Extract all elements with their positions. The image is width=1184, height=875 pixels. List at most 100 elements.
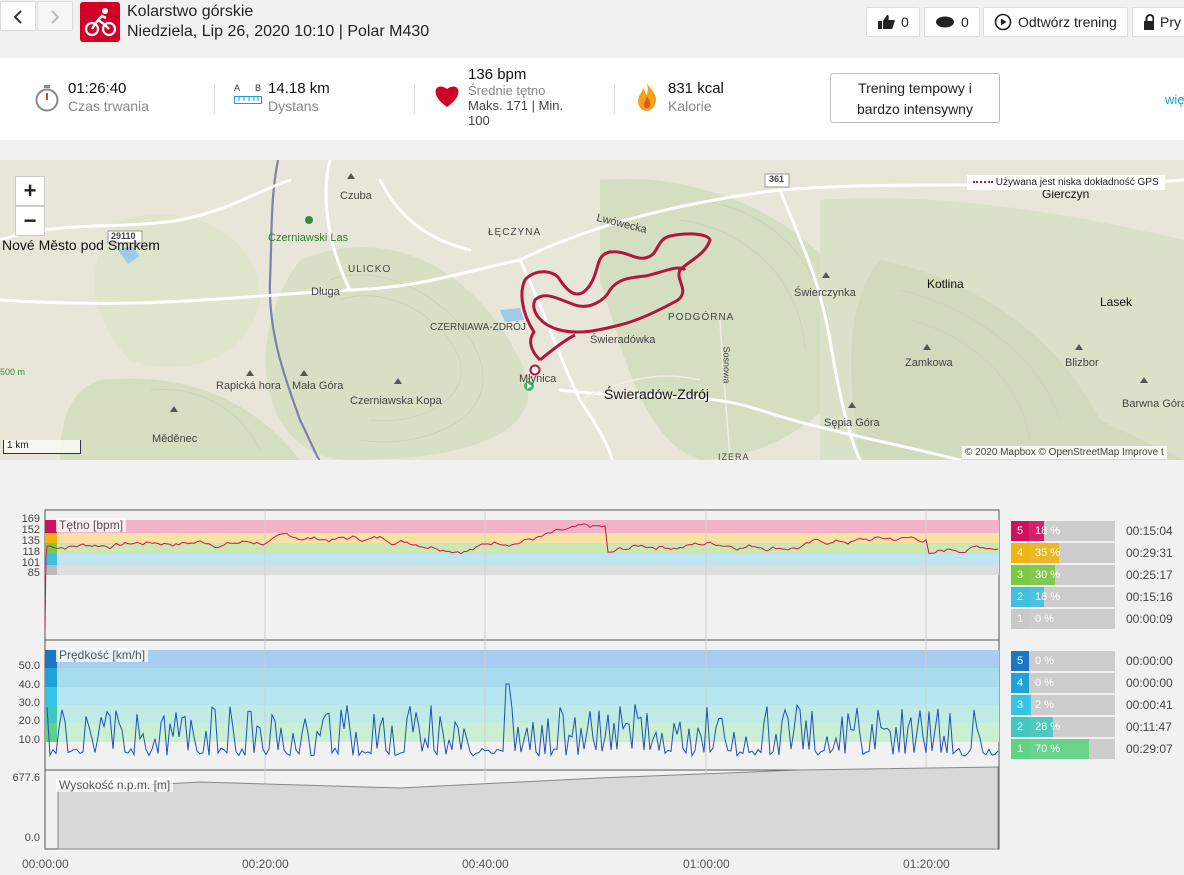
map-label-podgorna: PODGÓRNA — [668, 312, 735, 323]
heart-rate-maxmin: Maks. 171 | Min. — [468, 98, 564, 113]
thumbs-up-icon — [878, 15, 895, 29]
map-label-barwna-gora: Barwna Góra — [1122, 398, 1184, 410]
privacy-label: Pry — [1160, 14, 1181, 30]
zone-number: 4 — [1011, 543, 1029, 563]
speed-tick: 40.0 — [18, 679, 40, 691]
speed-zone-band — [45, 668, 999, 687]
map-label-kotlina: Kotlina — [927, 277, 964, 291]
heart-rate-label: Średnie tętno — [468, 83, 546, 98]
map-label-ulicko: ULICKO — [348, 264, 392, 275]
more-link[interactable]: wię — [1165, 92, 1184, 107]
gps-accuracy-label: Używana jest niska dokładność GPS — [995, 177, 1159, 188]
sport-title: Kolarstwo górskie — [127, 3, 254, 20]
zone-number: 1 — [1011, 609, 1029, 629]
zone-percent: 0 % — [1035, 613, 1054, 625]
back-button[interactable] — [0, 1, 36, 31]
replay-training-button[interactable]: Odtwórz trening — [983, 7, 1128, 37]
zone-number: 4 — [1011, 673, 1029, 693]
heart-rate-tick: 135 — [21, 535, 40, 547]
map-attribution[interactable]: © 2020 Mapbox © OpenStreetMap Improve t — [962, 446, 1167, 459]
like-button[interactable]: 0 — [866, 7, 920, 37]
zone-time: 00:29:31 — [1126, 546, 1173, 560]
altitude-chart-label: Wysokość n.p.m. [m] — [56, 778, 174, 792]
map-label-swieradowka: Świeradówka — [590, 334, 656, 346]
zone-bar: 1 70 % — [1011, 739, 1115, 759]
zone-percent: 18 % — [1035, 525, 1061, 537]
speed-chart-label: Prędkość [km/h] — [56, 648, 149, 662]
distance-label: Dystans — [268, 98, 319, 114]
hr-zone-swatch — [45, 554, 57, 565]
map-label-nove-mesto: Nové Město pod Smrkem — [2, 237, 160, 253]
divider — [214, 84, 215, 114]
map-label-blizbor: Blizbor — [1065, 357, 1099, 369]
stopwatch-icon — [35, 85, 59, 112]
training-benefit-button[interactable]: Trening tempowy i bardzo intensywny — [830, 73, 1000, 123]
speed-zone-band — [45, 723, 999, 742]
map-label-czerniawa: CZERNIAWA-ZDRÓJ — [430, 322, 526, 333]
session-subtitle: Niedziela, Lip 26, 2020 10:10 | Polar M4… — [127, 23, 430, 40]
zone-time: 00:00:00 — [1126, 676, 1173, 690]
heart-rate-tick: 118 — [22, 546, 40, 558]
chevron-right-icon — [51, 10, 60, 24]
speed-tick: 20.0 — [18, 715, 40, 727]
map-canvas — [0, 160, 1184, 460]
map-label-mala-gora: Mała Góra — [292, 380, 344, 392]
comments-count: 0 — [961, 14, 969, 30]
hr-zone-band — [45, 543, 999, 554]
zone-percent: 30 % — [1035, 569, 1061, 581]
altitude-tick: 0.0 — [24, 832, 40, 844]
cycling-icon — [80, 2, 120, 42]
flame-icon — [638, 83, 657, 111]
dotted-line-icon — [973, 181, 993, 184]
zone-bar: 5 18 % — [1011, 521, 1115, 541]
speed-zone-band — [45, 687, 999, 705]
map-scale: 1 km — [3, 440, 81, 454]
zone-bar: 3 2 % — [1011, 695, 1115, 715]
zone-number: 3 — [1011, 695, 1029, 715]
hr-zone-swatch — [45, 520, 57, 533]
map-label-swieradow: Świeradów-Zdrój — [604, 386, 710, 402]
map-label-rapicka: Rapická hora — [216, 380, 281, 392]
zone-percent: 28 % — [1035, 721, 1061, 733]
speed-zone-band — [45, 705, 999, 723]
time-tick: 00:40:00 — [462, 857, 509, 871]
lock-icon — [1144, 14, 1154, 30]
zone-percent: 35 % — [1035, 547, 1061, 559]
map-label-zamkowa: Zamkowa — [905, 357, 953, 369]
zone-number: 2 — [1011, 587, 1029, 607]
zone-time: 00:00:00 — [1126, 654, 1173, 668]
zone-number: 2 — [1011, 717, 1029, 737]
zone-number: 5 — [1011, 521, 1029, 541]
zone-number: 5 — [1011, 651, 1029, 671]
distance-stat: A B 14.18 km Dystans — [234, 58, 404, 140]
duration-label: Czas trwania — [68, 98, 149, 114]
zoom-in-button[interactable]: + — [15, 176, 45, 206]
comments-button[interactable]: 0 — [924, 7, 980, 37]
hr-zone-band — [45, 520, 999, 533]
heart-rate-tick: 85 — [27, 567, 40, 579]
summary-strip: 01:26:40 Czas trwania A B 14.18 km Dysta… — [0, 58, 1184, 140]
zoom-out-button[interactable]: − — [15, 206, 45, 236]
heart-rate-stat: 136 bpm Średnie tętno Maks. 171 | Min. 1… — [434, 58, 604, 140]
charts-canvas[interactable] — [0, 460, 1010, 855]
heart-rate-tick: 101 — [21, 557, 40, 569]
heart-rate-tick: 169 — [21, 513, 40, 525]
map-label-500m: 500 m — [0, 367, 26, 377]
time-tick: 01:20:00 — [903, 857, 950, 871]
map-label-road-361: 361 — [769, 174, 785, 184]
duration-stat: 01:26:40 Czas trwania — [34, 58, 204, 140]
zone-bar: 2 28 % — [1011, 717, 1115, 737]
speed-line — [46, 683, 999, 758]
zone-bar: 5 0 % — [1011, 651, 1115, 671]
zone-time: 00:00:41 — [1126, 698, 1173, 712]
divider — [614, 84, 615, 114]
speed-tick: 30.0 — [18, 697, 40, 709]
divider — [414, 84, 415, 114]
route-map[interactable]: + − Nové Město pod Smrkem Czerniawski La… — [0, 160, 1184, 460]
map-label-mlynica: Młynica — [519, 373, 557, 385]
privacy-button[interactable]: Pry — [1132, 7, 1184, 37]
forward-button[interactable] — [37, 1, 73, 31]
zone-bar: 3 30 % — [1011, 565, 1115, 585]
distance-value: 14.18 km — [268, 80, 330, 97]
hr-zone-swatch — [45, 533, 57, 543]
